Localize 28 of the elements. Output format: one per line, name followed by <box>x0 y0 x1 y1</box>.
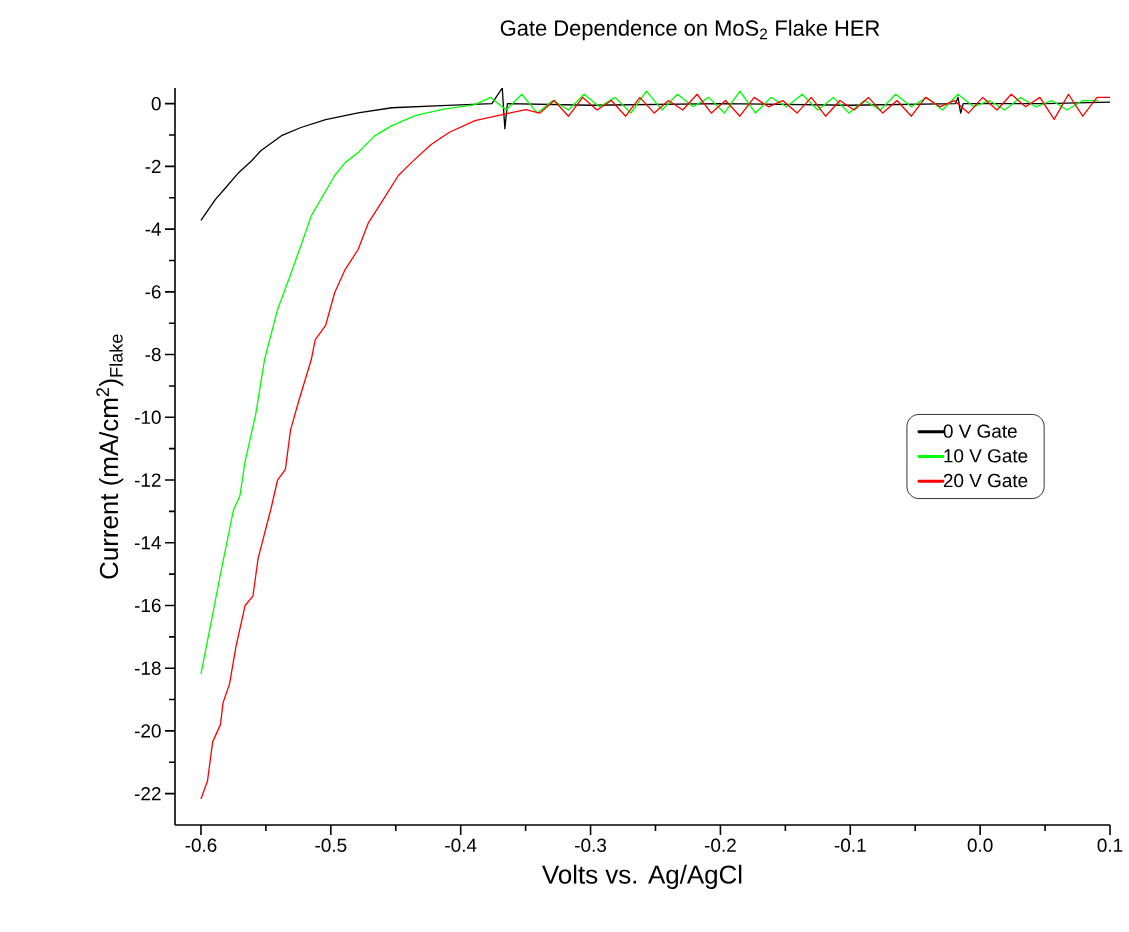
legend-label: 0 V Gate <box>943 424 1017 438</box>
y-tick-label: -18 <box>134 661 161 675</box>
x-tick-label: -0.6 <box>185 838 217 852</box>
y-tick-label: 0 <box>151 96 161 111</box>
x-tick-label: -0.4 <box>445 838 477 852</box>
legend-label: 20 V Gate <box>943 473 1028 488</box>
y-axis-title: Current (mA/cm$^{2}$)$_{Flake}$ <box>96 334 124 579</box>
x-axis-title: Volts vs. Ag/AgCl <box>542 864 742 889</box>
x-tick-label: -0.2 <box>704 838 736 852</box>
x-tick-label: -0.3 <box>575 838 607 852</box>
chart-title: Gate Dependence on MoS$_{2}$ Flake HER <box>500 19 880 41</box>
y-tick-label: -10 <box>134 410 161 424</box>
y-tick-label: -8 <box>145 347 161 362</box>
y-tick-label: -2 <box>145 159 161 173</box>
x-tick-label: -0.1 <box>834 838 866 852</box>
y-tick-label: -16 <box>134 598 161 613</box>
x-tick-label: -0.5 <box>315 838 347 852</box>
x-tick-label: 0.0 <box>967 838 993 852</box>
x-tick-label: 0.1 <box>1097 838 1123 852</box>
y-tick-label: -14 <box>134 536 161 550</box>
line-series <box>200 90 1099 675</box>
legend-label: 10 V Gate <box>944 449 1028 463</box>
y-tick-label: -20 <box>134 724 161 738</box>
y-tick-label: -12 <box>134 473 161 487</box>
y-tick-label: -22 <box>134 787 161 801</box>
y-tick-label: -6 <box>145 285 161 299</box>
line-series <box>200 87 1110 221</box>
y-tick-label: -4 <box>145 222 161 236</box>
